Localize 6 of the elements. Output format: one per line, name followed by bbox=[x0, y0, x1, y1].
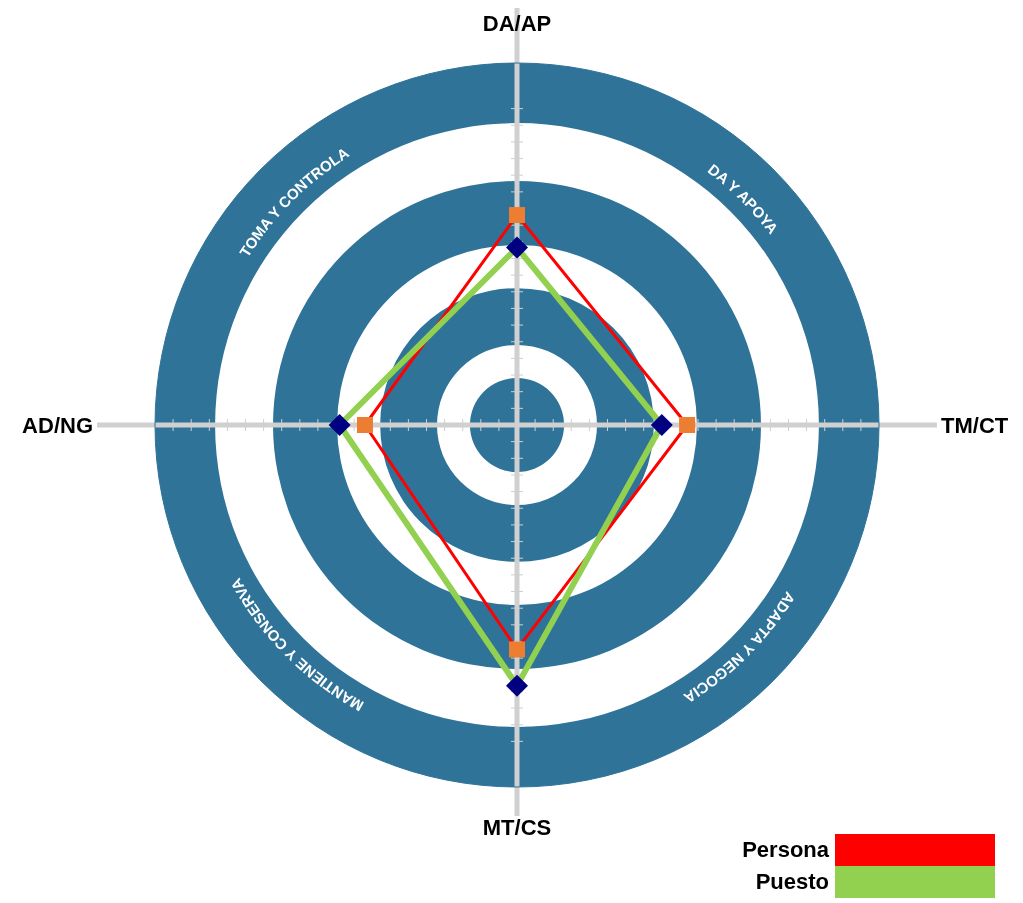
spoke-label: TM/CT bbox=[941, 412, 1009, 438]
text: Persona bbox=[742, 837, 829, 863]
spoke-label: MT/CS bbox=[482, 814, 552, 840]
spoke-label: AD/NG bbox=[22, 412, 93, 438]
text: Puesto bbox=[755, 869, 829, 895]
spoke-label: DA/AP bbox=[482, 10, 552, 36]
